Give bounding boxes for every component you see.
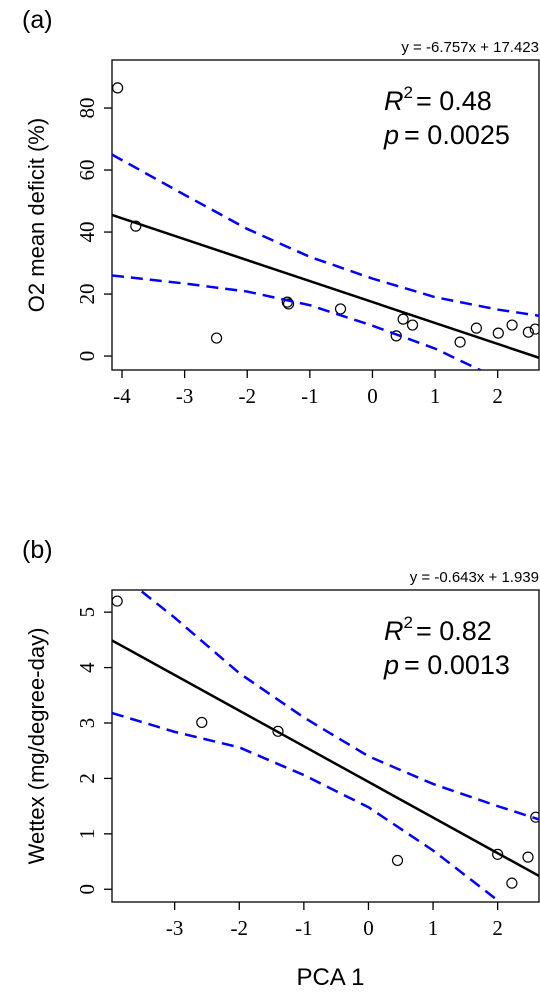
- x-tick-label: -3: [176, 384, 194, 408]
- r-symbol: R: [384, 86, 404, 116]
- y-tick-label: 40: [75, 222, 99, 243]
- data-point: [492, 848, 504, 860]
- data-point: [112, 82, 124, 94]
- x-tick-label: -2: [231, 916, 249, 940]
- r-exponent: 2: [404, 613, 413, 632]
- x-tick-label: 0: [367, 384, 378, 408]
- confidence-band: [112, 711, 502, 902]
- x-tick-label: 2: [492, 916, 503, 940]
- p-value: p = 0.0025: [383, 120, 510, 150]
- data-point: [506, 319, 518, 331]
- x-tick-label: 2: [492, 384, 503, 408]
- x-tick-label: -1: [301, 384, 319, 408]
- r-squared: R2 = 0.48: [384, 83, 492, 116]
- y-tick-label: 60: [75, 160, 99, 181]
- fit-line: [112, 639, 539, 878]
- data-point: [530, 811, 539, 823]
- equation: y = -6.757x + 17.423: [401, 39, 539, 56]
- data-point: [529, 323, 539, 335]
- x-axis-label: PCA 1: [296, 964, 364, 991]
- y-tick-label: 80: [75, 98, 99, 119]
- confidence-band: [112, 153, 539, 317]
- plot-area: [112, 82, 539, 370]
- data-point: [522, 326, 534, 338]
- r-exponent: 2: [404, 83, 413, 102]
- p-value: p = 0.0013: [383, 650, 510, 680]
- data-point: [272, 725, 284, 737]
- x-tick-label: 1: [428, 916, 439, 940]
- y-tick-label: 1: [75, 829, 99, 840]
- y-tick-label: 2: [75, 773, 99, 784]
- r-value: = 0.48: [416, 86, 492, 116]
- data-point: [522, 851, 534, 863]
- x-tick-label: -3: [166, 916, 184, 940]
- data-point: [506, 877, 518, 889]
- r-symbol: R: [384, 616, 404, 646]
- r-value: = 0.82: [416, 616, 492, 646]
- panel-label: (b): [22, 536, 53, 564]
- data-point: [210, 332, 223, 344]
- data-point: [112, 595, 123, 607]
- x-tick-label: 0: [363, 916, 374, 940]
- data-point: [454, 336, 466, 348]
- y-tick-label: 0: [75, 884, 99, 895]
- fit-line: [112, 213, 539, 359]
- data-point: [391, 854, 404, 867]
- confidence-band: [137, 590, 539, 821]
- data-point: [282, 298, 295, 310]
- p-symbol: p: [383, 650, 399, 680]
- data-point: [470, 322, 482, 334]
- data-point: [397, 313, 409, 325]
- equation: y = -0.643x + 1.939: [410, 569, 539, 586]
- plot-frame: [111, 589, 540, 903]
- y-tick-label: 0: [75, 351, 99, 362]
- plot-area: [112, 590, 539, 902]
- data-point: [196, 716, 208, 729]
- panel-label: (a): [22, 6, 53, 34]
- data-point: [492, 327, 504, 339]
- p-text: = 0.0013: [404, 650, 510, 680]
- x-tick-label: -4: [113, 384, 131, 408]
- confidence-band: [112, 274, 483, 370]
- x-tick-label: 1: [430, 384, 441, 408]
- p-text: = 0.0025: [404, 120, 510, 150]
- data-point: [406, 319, 419, 331]
- y-axis-label: O2 mean deficit (%): [24, 118, 49, 312]
- y-tick-label: 3: [75, 718, 99, 729]
- y-tick-label: 20: [75, 284, 99, 305]
- y-axis-label: Wettex (mg/degree-day): [24, 628, 49, 865]
- x-tick-label: -1: [295, 916, 313, 940]
- r-squared: R2 = 0.82: [384, 613, 492, 646]
- y-tick-label: 5: [75, 607, 99, 618]
- data-point: [130, 220, 142, 232]
- p-symbol: p: [383, 120, 399, 150]
- data-point: [334, 303, 347, 315]
- y-tick-label: 4: [75, 662, 99, 673]
- x-tick-label: -2: [238, 384, 256, 408]
